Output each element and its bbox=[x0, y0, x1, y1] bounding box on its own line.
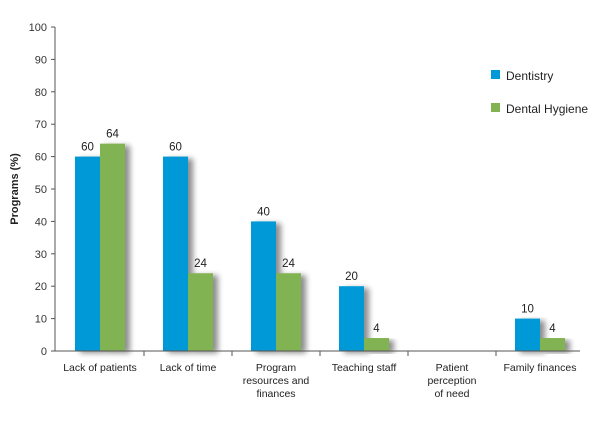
y-tick-label: 70 bbox=[35, 119, 47, 131]
bar-dental-hygiene bbox=[540, 338, 565, 351]
x-category-label: Family finances bbox=[504, 362, 577, 374]
data-label: 4 bbox=[549, 323, 556, 335]
x-category-label: Teaching staff bbox=[332, 362, 397, 374]
bar-dentistry bbox=[163, 156, 188, 351]
x-category-label: Lack of time bbox=[160, 362, 217, 374]
legend-swatch bbox=[491, 103, 500, 112]
legend: Dentistry Dental Hygiene bbox=[491, 69, 588, 116]
data-label: 10 bbox=[521, 304, 534, 316]
y-axis: 0 10 20 30 40 50 60 70 80 90 100 bbox=[29, 22, 56, 358]
data-label: 60 bbox=[169, 142, 182, 154]
bar-dentistry bbox=[339, 286, 364, 351]
y-tick-label: 60 bbox=[35, 152, 47, 164]
bar-dentistry bbox=[75, 156, 100, 351]
data-label: 64 bbox=[106, 129, 119, 141]
x-category-label: finances bbox=[256, 388, 295, 400]
data-label: 60 bbox=[81, 142, 94, 154]
bar-dental-hygiene bbox=[364, 338, 389, 351]
data-label: 4 bbox=[373, 323, 380, 335]
x-category-label: Lack of patients bbox=[63, 362, 137, 374]
y-tick-label: 10 bbox=[35, 314, 47, 326]
x-axis: Lack of patients Lack of time Programresou… bbox=[55, 350, 580, 400]
legend-swatch bbox=[491, 70, 500, 79]
data-label: 24 bbox=[282, 258, 295, 270]
legend-label: Dental Hygiene bbox=[506, 102, 588, 116]
y-tick-label: 80 bbox=[35, 87, 47, 99]
y-tick-label: 90 bbox=[35, 54, 47, 66]
data-label: 40 bbox=[257, 206, 270, 218]
x-category-label: perception bbox=[427, 375, 476, 387]
x-category-label: of need bbox=[434, 388, 469, 400]
y-tick-label: 50 bbox=[35, 184, 47, 196]
y-tick-label: 30 bbox=[35, 249, 47, 261]
y-tick-label: 20 bbox=[35, 281, 47, 293]
bar-dental-hygiene bbox=[276, 273, 301, 351]
legend-label: Dentistry bbox=[506, 69, 553, 83]
y-tick-label: 0 bbox=[41, 346, 47, 358]
bar-dentistry bbox=[515, 318, 540, 351]
x-category-label: Program bbox=[256, 362, 297, 374]
bar-dental-hygiene bbox=[100, 143, 125, 351]
x-category-label: resources and bbox=[243, 375, 310, 387]
data-label: 24 bbox=[194, 258, 207, 270]
y-tick-label: 100 bbox=[29, 22, 47, 34]
x-category-label: Patient bbox=[436, 362, 469, 374]
bar-dental-hygiene bbox=[188, 273, 213, 351]
data-label: 20 bbox=[345, 271, 358, 283]
bar-dentistry bbox=[251, 221, 276, 351]
y-axis-title: Programs (%) bbox=[9, 153, 21, 225]
y-tick-label: 40 bbox=[35, 216, 47, 228]
bars: 606040201010642424440 bbox=[75, 129, 565, 351]
